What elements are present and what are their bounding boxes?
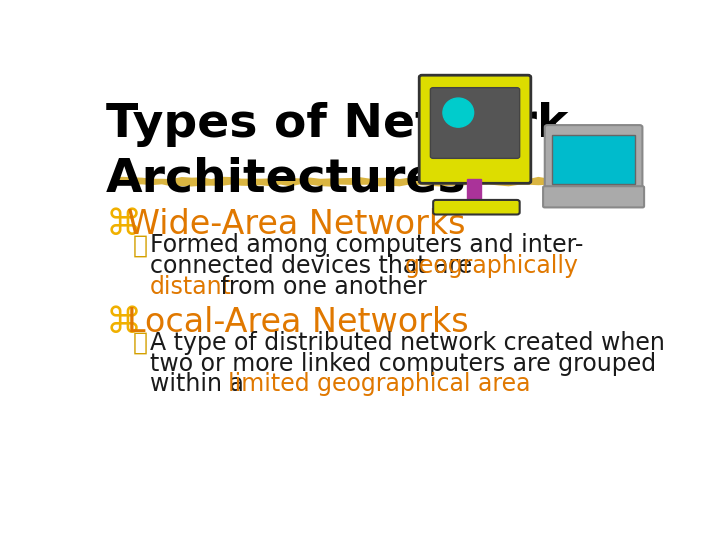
Text: ⍓: ⍓ [132,233,148,257]
Text: distant: distant [150,275,232,299]
Text: Architectures: Architectures [106,156,466,201]
Text: within a: within a [150,373,251,396]
Text: limited geographical area: limited geographical area [228,373,531,396]
Text: ⌘: ⌘ [106,306,142,340]
FancyBboxPatch shape [433,200,520,214]
Text: ⍓: ⍓ [132,331,148,355]
Text: from one another: from one another [213,275,427,299]
Polygon shape [112,177,598,187]
Text: geographically: geographically [405,254,579,278]
Text: Wide-Area Networks: Wide-Area Networks [127,208,466,241]
FancyBboxPatch shape [543,186,644,207]
FancyBboxPatch shape [467,179,481,204]
Text: two or more linked computers are grouped: two or more linked computers are grouped [150,352,656,376]
Text: Types of Network: Types of Network [106,102,568,147]
Text: A type of distributed network created when: A type of distributed network created wh… [150,331,665,355]
Text: ⌘: ⌘ [106,208,142,242]
Text: Formed among computers and inter-: Formed among computers and inter- [150,233,583,257]
FancyBboxPatch shape [431,87,520,158]
FancyBboxPatch shape [419,75,531,183]
Text: connected devices that are: connected devices that are [150,254,480,278]
FancyBboxPatch shape [552,134,635,184]
Text: Local-Area Networks: Local-Area Networks [127,306,469,339]
Ellipse shape [443,98,474,127]
FancyBboxPatch shape [545,125,642,192]
